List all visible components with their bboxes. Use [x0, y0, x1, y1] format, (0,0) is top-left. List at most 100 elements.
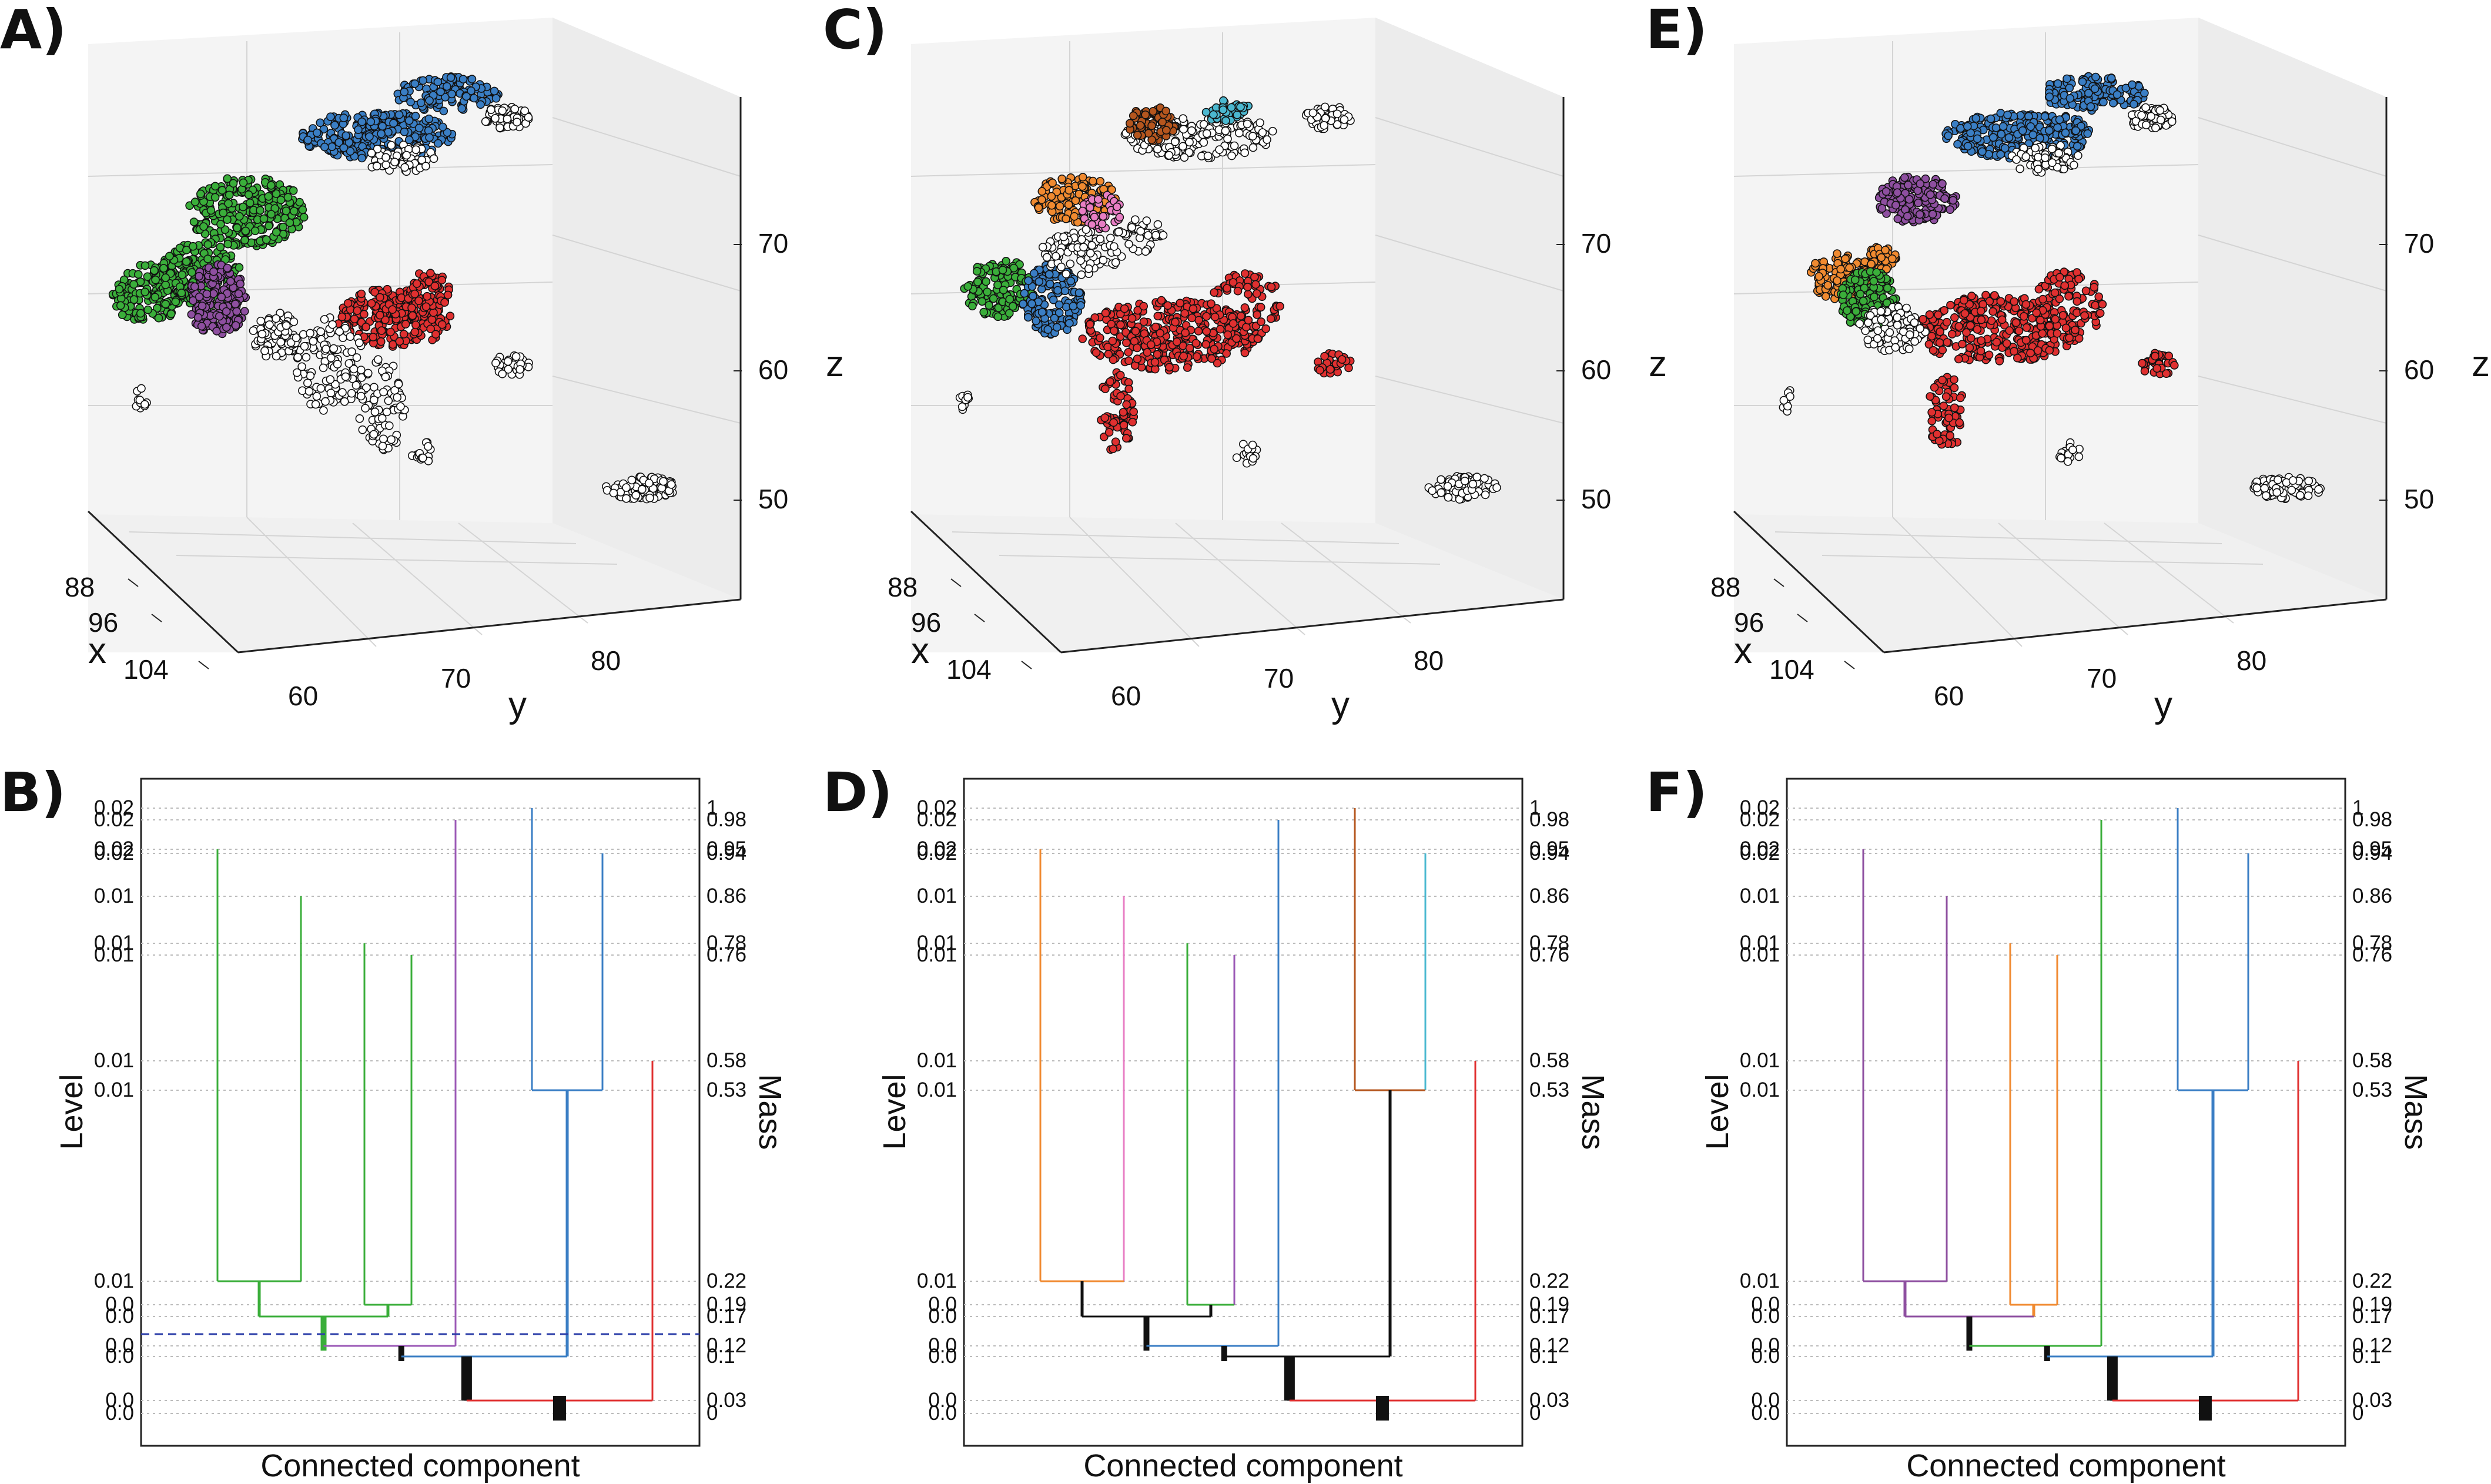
point-purple — [1904, 195, 1914, 204]
point-background — [306, 371, 315, 380]
point-green — [299, 213, 309, 222]
point-blue — [2053, 123, 2062, 132]
point-purple — [1893, 188, 1902, 197]
point-red — [1337, 355, 1347, 364]
point-background — [645, 493, 654, 503]
point-red — [2074, 274, 2083, 284]
point-red — [1127, 314, 1137, 323]
point-background — [377, 414, 387, 423]
point-brown — [1129, 111, 1138, 120]
point-background — [347, 388, 356, 398]
point-blue — [2040, 112, 2050, 121]
point-red — [1210, 344, 1219, 354]
point-red — [1946, 300, 1955, 310]
point-red — [1936, 327, 1944, 336]
point-red — [1116, 391, 1125, 401]
point-red — [1146, 340, 1156, 349]
point-background — [341, 372, 350, 381]
point-red — [1930, 383, 1939, 392]
point-background — [638, 485, 647, 494]
point-red — [1995, 356, 2004, 366]
point-red — [2010, 297, 2019, 306]
point-pink — [1113, 202, 1121, 212]
point-purple — [190, 282, 199, 292]
point-green — [182, 257, 191, 266]
point-green — [239, 178, 248, 187]
point-background — [289, 317, 299, 326]
point-blue — [400, 88, 409, 96]
point-red — [2010, 347, 2018, 356]
point-red — [1110, 326, 1119, 336]
point-red — [1185, 343, 1194, 353]
point-background — [1057, 262, 1066, 272]
point-background — [1255, 118, 1264, 128]
point-red — [2038, 294, 2047, 304]
point-background — [498, 106, 507, 115]
point-red — [1243, 283, 1252, 292]
point-red — [1202, 327, 1211, 336]
point-background — [1143, 231, 1153, 240]
point-purple — [231, 299, 240, 309]
point-orange — [1070, 212, 1079, 221]
point-background — [319, 406, 328, 415]
point-background — [384, 396, 393, 406]
point-red — [1256, 303, 1265, 312]
point-blue — [1024, 276, 1033, 285]
point-background — [328, 320, 337, 329]
point-orange — [1096, 177, 1105, 186]
point-red — [2021, 300, 2031, 309]
point-background — [1051, 252, 1060, 261]
point-red — [1121, 434, 1131, 443]
point-green — [159, 264, 168, 273]
point-background — [1076, 256, 1085, 265]
point-blue — [424, 126, 433, 135]
point-blue — [2129, 100, 2138, 109]
point-blue — [327, 142, 337, 151]
point-background — [326, 375, 335, 384]
cube-right-pane — [553, 18, 741, 599]
point-background — [1141, 247, 1150, 256]
point-red — [1153, 350, 1162, 359]
point-blue — [2083, 129, 2092, 138]
point-red — [2055, 294, 2064, 303]
point-orange — [1867, 259, 1876, 269]
point-blue — [1069, 302, 1078, 311]
point-red — [2073, 297, 2082, 306]
point-red — [1938, 376, 1947, 384]
point-green — [140, 261, 150, 270]
z-tick-label: 70 — [1581, 228, 1611, 259]
point-background — [387, 140, 396, 150]
point-red — [2055, 273, 2064, 282]
point-orange — [1877, 253, 1886, 262]
point-red — [1960, 309, 1970, 318]
point-background — [423, 442, 433, 451]
point-red — [1966, 321, 1975, 330]
point-green — [216, 243, 225, 252]
point-blue — [447, 89, 456, 99]
point-background — [1087, 241, 1097, 250]
x-tick-label: 88 — [888, 572, 918, 602]
point-background — [498, 369, 507, 378]
point-blue — [2071, 126, 2080, 135]
point-green — [189, 217, 199, 226]
point-blue — [1044, 270, 1054, 279]
point-background — [257, 330, 267, 339]
point-cyan — [1219, 96, 1228, 105]
point-background — [309, 337, 318, 346]
point-blue — [320, 142, 329, 152]
point-background — [511, 352, 521, 361]
point-background — [503, 115, 512, 123]
point-background — [363, 369, 373, 378]
point-red — [1267, 282, 1276, 292]
point-green — [177, 289, 186, 297]
point-background — [1308, 108, 1318, 118]
point-green — [203, 240, 213, 249]
point-green — [289, 206, 299, 216]
point-red — [1201, 340, 1211, 349]
point-green — [963, 282, 972, 291]
x-axis-label: x — [88, 631, 106, 671]
point-blue — [1043, 325, 1053, 334]
point-red — [1973, 325, 1982, 334]
point-background — [356, 391, 366, 401]
point-blue — [1953, 140, 1962, 149]
